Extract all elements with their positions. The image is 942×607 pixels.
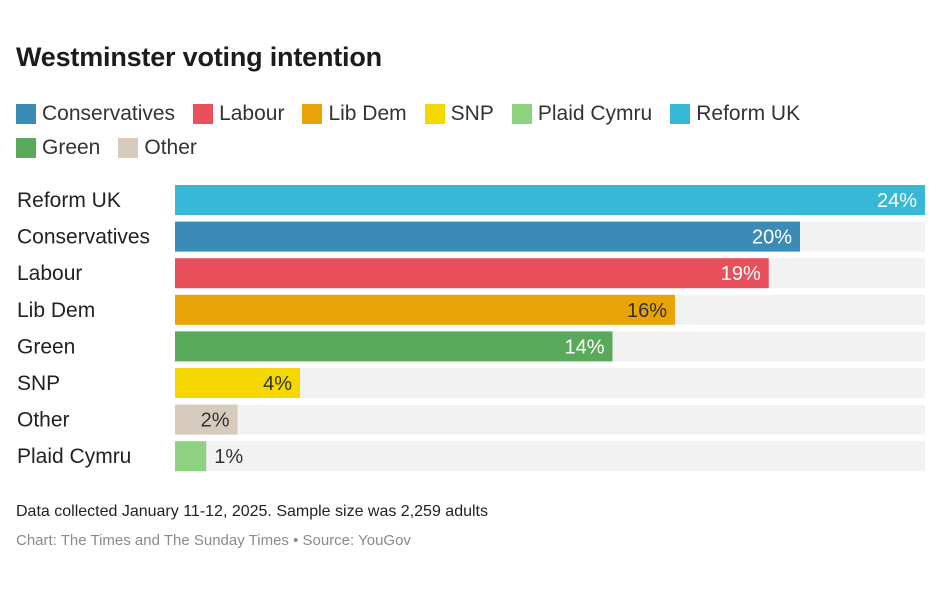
value-label: 20% — [752, 227, 792, 249]
legend-item: SNP — [424, 102, 494, 125]
value-label: 19% — [721, 263, 761, 285]
bar-track — [175, 441, 925, 472]
legend-swatch — [16, 138, 36, 158]
chart-title: Westminster voting intention — [16, 42, 382, 72]
legend-item: Conservatives — [16, 102, 176, 125]
legend-swatch — [511, 104, 532, 124]
legend-label: Plaid Cymru — [537, 102, 653, 125]
bar-green — [175, 331, 613, 362]
legend: Conservatives Labour Lib Dem SNP Plaid Cymru… — [16, 102, 916, 159]
legend-item: Reform UK — [670, 102, 801, 125]
value-label: 24% — [877, 190, 917, 212]
category-label: Other — [17, 409, 70, 432]
category-label: SNP — [17, 372, 60, 395]
bar-reform-uk — [175, 185, 925, 215]
bar-lib-dem — [175, 294, 675, 325]
legend-label: Conservatives — [42, 102, 176, 125]
bar-conservatives — [175, 221, 800, 252]
legend-swatch — [302, 104, 323, 124]
value-label: 2% — [201, 410, 230, 432]
legend-label: Other — [144, 136, 197, 159]
footnote: Data collected January 11-12, 2025. Samp… — [16, 503, 488, 520]
value-label: 16% — [627, 300, 667, 322]
legend-swatch — [193, 104, 214, 124]
legend-swatch — [16, 104, 36, 124]
legend-label: Reform UK — [696, 102, 801, 125]
legend-item: Plaid Cymru — [511, 102, 653, 125]
bar-snp — [175, 368, 300, 398]
legend-swatch — [424, 104, 445, 124]
category-label: Lib Dem — [17, 299, 95, 322]
bar-track — [175, 404, 925, 435]
category-label: Plaid Cymru — [17, 445, 131, 468]
category-label: Reform UK — [17, 189, 121, 212]
legend-label: SNP — [450, 102, 494, 125]
value-label: 4% — [263, 373, 292, 395]
legend-label: Labour — [219, 102, 285, 125]
legend-item: Lib Dem — [302, 102, 407, 125]
legend-item: Labour — [193, 102, 285, 125]
bar-labour — [175, 258, 769, 289]
bar-plaid-cymru — [175, 441, 207, 472]
legend-label: Lib Dem — [328, 102, 407, 125]
legend-swatch — [118, 138, 139, 158]
legend-swatch — [670, 104, 691, 124]
category-label: Labour — [17, 262, 82, 285]
value-label: 1% — [214, 446, 243, 468]
category-label: Conservatives — [17, 226, 150, 249]
legend-item: Other — [118, 136, 197, 159]
category-label: Green — [17, 335, 75, 358]
value-label: 14% — [564, 336, 604, 358]
credit-line: Chart: The Times and The Sunday Times • … — [16, 532, 411, 549]
legend-label: Green — [42, 136, 101, 159]
legend-item: Green — [16, 136, 101, 159]
bar-other — [175, 404, 238, 435]
